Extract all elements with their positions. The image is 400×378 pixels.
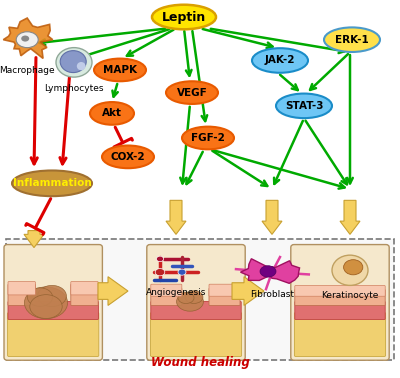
Text: Keratinocyte: Keratinocyte: [321, 291, 379, 300]
FancyBboxPatch shape: [6, 239, 394, 360]
Polygon shape: [340, 200, 360, 234]
FancyBboxPatch shape: [295, 285, 385, 296]
Text: Leptin: Leptin: [162, 11, 206, 23]
FancyBboxPatch shape: [8, 282, 35, 295]
Ellipse shape: [332, 255, 368, 285]
Ellipse shape: [27, 288, 53, 307]
FancyBboxPatch shape: [4, 245, 102, 360]
FancyBboxPatch shape: [8, 313, 99, 356]
Ellipse shape: [94, 59, 146, 81]
Ellipse shape: [30, 295, 62, 319]
Ellipse shape: [156, 256, 164, 262]
Polygon shape: [98, 277, 128, 305]
Ellipse shape: [60, 51, 86, 73]
FancyBboxPatch shape: [295, 290, 385, 305]
Ellipse shape: [176, 292, 204, 311]
Text: ERK-1: ERK-1: [335, 35, 369, 45]
Ellipse shape: [102, 146, 154, 168]
FancyBboxPatch shape: [294, 313, 386, 356]
Polygon shape: [24, 231, 44, 248]
Ellipse shape: [152, 5, 216, 29]
Text: MAPK: MAPK: [103, 65, 137, 75]
Text: Wound healing: Wound healing: [151, 356, 249, 369]
Ellipse shape: [252, 48, 308, 73]
Ellipse shape: [260, 266, 276, 277]
Ellipse shape: [324, 28, 380, 52]
FancyBboxPatch shape: [151, 284, 182, 296]
Ellipse shape: [155, 268, 165, 276]
FancyBboxPatch shape: [209, 288, 240, 305]
FancyBboxPatch shape: [151, 302, 241, 319]
Polygon shape: [3, 18, 53, 59]
Polygon shape: [232, 277, 264, 305]
Ellipse shape: [21, 36, 29, 42]
Text: Angiogenesis: Angiogenesis: [146, 288, 206, 297]
Text: COX-2: COX-2: [111, 152, 145, 162]
FancyBboxPatch shape: [71, 284, 98, 305]
Text: Lymphocytes: Lymphocytes: [44, 84, 104, 93]
Ellipse shape: [166, 81, 218, 104]
Text: Akt: Akt: [102, 108, 122, 118]
Text: STAT-3: STAT-3: [285, 101, 323, 111]
Text: Macrophage: Macrophage: [0, 66, 55, 75]
Ellipse shape: [38, 285, 66, 307]
FancyBboxPatch shape: [295, 302, 385, 319]
Text: JAK-2: JAK-2: [265, 56, 295, 65]
FancyBboxPatch shape: [209, 284, 240, 296]
Ellipse shape: [276, 94, 332, 118]
Ellipse shape: [12, 170, 92, 196]
Text: Fibroblast: Fibroblast: [250, 290, 294, 299]
Ellipse shape: [16, 32, 38, 48]
Ellipse shape: [344, 260, 363, 275]
Ellipse shape: [77, 62, 86, 70]
Ellipse shape: [182, 127, 234, 149]
FancyBboxPatch shape: [150, 313, 242, 356]
Text: FGF-2: FGF-2: [191, 133, 225, 143]
Ellipse shape: [178, 269, 186, 275]
Text: VEGF: VEGF: [177, 88, 207, 98]
Polygon shape: [240, 259, 300, 284]
Ellipse shape: [24, 287, 68, 319]
Text: Inflammation: Inflammation: [13, 178, 91, 188]
FancyBboxPatch shape: [147, 245, 245, 360]
Ellipse shape: [90, 102, 134, 125]
Polygon shape: [262, 200, 282, 234]
Ellipse shape: [56, 48, 92, 77]
FancyBboxPatch shape: [71, 282, 98, 295]
FancyBboxPatch shape: [291, 245, 389, 360]
FancyBboxPatch shape: [8, 302, 98, 319]
Ellipse shape: [185, 291, 203, 304]
Ellipse shape: [178, 292, 194, 304]
FancyBboxPatch shape: [8, 284, 35, 305]
FancyBboxPatch shape: [151, 288, 182, 305]
Polygon shape: [166, 200, 186, 234]
